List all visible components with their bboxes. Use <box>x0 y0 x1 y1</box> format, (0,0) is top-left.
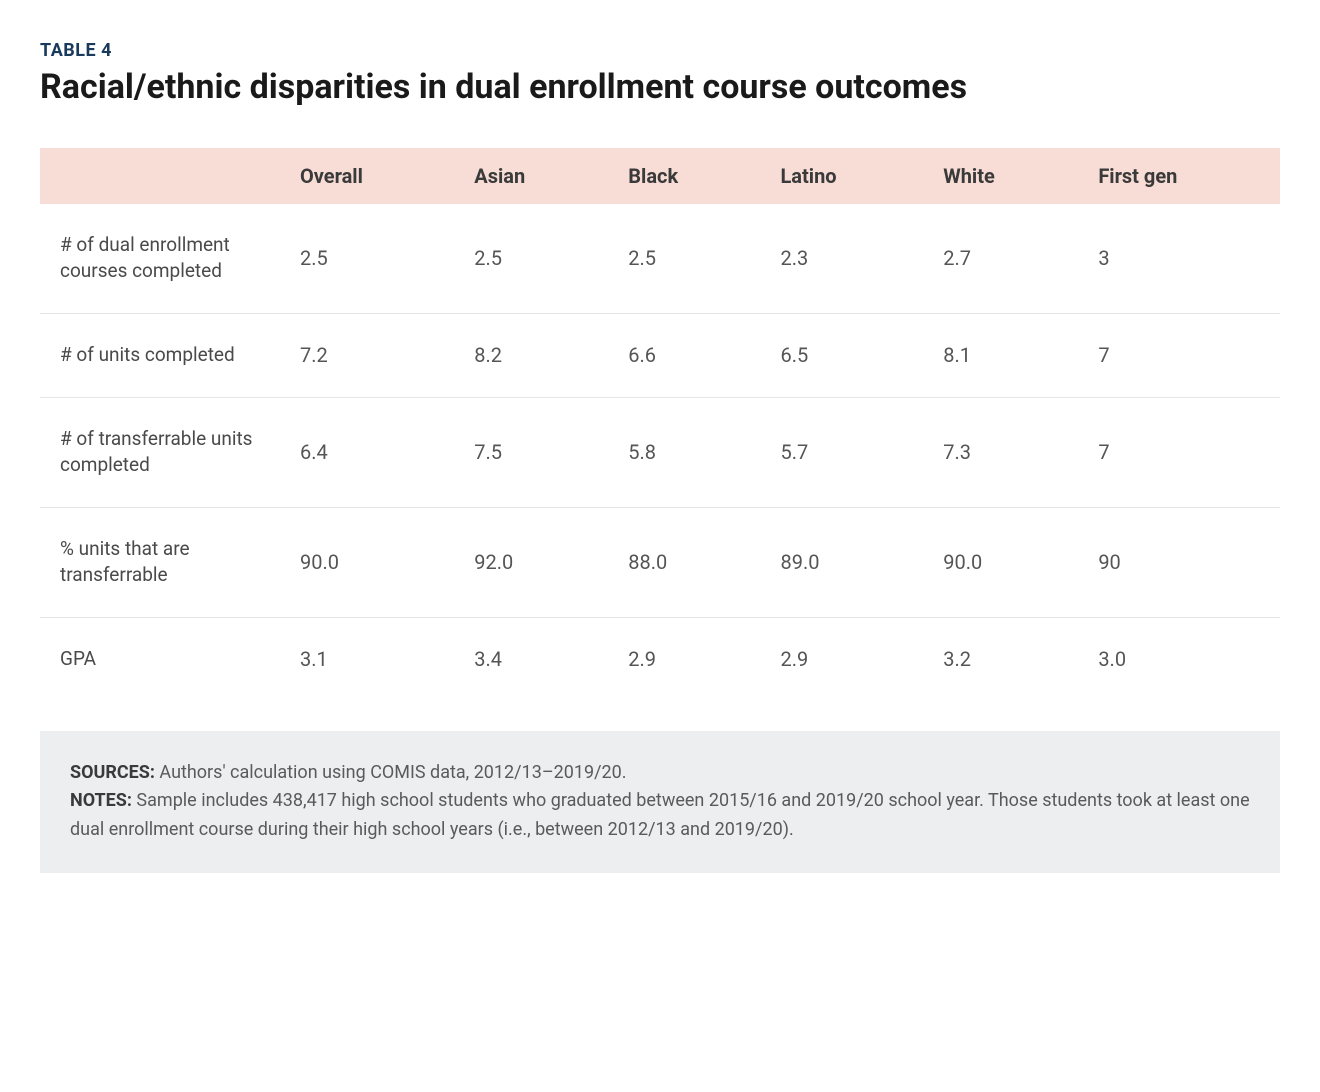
table-container: TABLE 4 Racial/ethnic disparities in dua… <box>40 40 1280 873</box>
table-cell: 90.0 <box>923 507 1078 617</box>
table-header-cell: Asian <box>454 148 608 204</box>
table-header-cell: First gen <box>1078 148 1280 204</box>
table-cell: 7 <box>1078 313 1280 397</box>
table-cell: 8.2 <box>454 313 608 397</box>
table-cell: 2.9 <box>760 617 923 700</box>
table-cell: 7.2 <box>280 313 454 397</box>
table-cell: 7.5 <box>454 397 608 507</box>
table-cell: 2.9 <box>608 617 760 700</box>
notes-line: NOTES: Sample includes 438,417 high scho… <box>70 787 1250 845</box>
table-row: GPA 3.1 3.4 2.9 2.9 3.2 3.0 <box>40 617 1280 700</box>
table-cell: 8.1 <box>923 313 1078 397</box>
row-label: % units that are transferrable <box>40 507 280 617</box>
table-row: # of dual enrollment courses completed 2… <box>40 204 1280 314</box>
table-cell: 3.1 <box>280 617 454 700</box>
table-number-label: TABLE 4 <box>40 40 1280 61</box>
table-row: # of units completed 7.2 8.2 6.6 6.5 8.1… <box>40 313 1280 397</box>
table-cell: 6.4 <box>280 397 454 507</box>
row-label: # of dual enrollment courses completed <box>40 204 280 314</box>
table-cell: 2.5 <box>454 204 608 314</box>
sources-text: Authors' calculation using COMIS data, 2… <box>155 762 627 783</box>
table-cell: 6.6 <box>608 313 760 397</box>
table-header-cell: Black <box>608 148 760 204</box>
sources-label: SOURCES: <box>70 762 155 783</box>
row-label: # of transferrable units completed <box>40 397 280 507</box>
notes-label: NOTES: <box>70 790 132 811</box>
table-cell: 3 <box>1078 204 1280 314</box>
table-row: # of transferrable units completed 6.4 7… <box>40 397 1280 507</box>
table-header-cell: Overall <box>280 148 454 204</box>
table-title: Racial/ethnic disparities in dual enroll… <box>40 67 1280 108</box>
row-label: GPA <box>40 617 280 700</box>
table-cell: 2.3 <box>760 204 923 314</box>
table-cell: 2.7 <box>923 204 1078 314</box>
table-header-cell <box>40 148 280 204</box>
table-cell: 89.0 <box>760 507 923 617</box>
table-cell: 90.0 <box>280 507 454 617</box>
table-header-cell: White <box>923 148 1078 204</box>
table-cell: 5.7 <box>760 397 923 507</box>
table-cell: 5.8 <box>608 397 760 507</box>
table-footer-notes: SOURCES: Authors' calculation using COMI… <box>40 731 1280 873</box>
table-cell: 2.5 <box>280 204 454 314</box>
table-header-cell: Latino <box>760 148 923 204</box>
table-row: % units that are transferrable 90.0 92.0… <box>40 507 1280 617</box>
table-cell: 90 <box>1078 507 1280 617</box>
notes-text: Sample includes 438,417 high school stud… <box>70 790 1250 840</box>
data-table: Overall Asian Black Latino White First g… <box>40 148 1280 701</box>
table-cell: 7 <box>1078 397 1280 507</box>
table-cell: 2.5 <box>608 204 760 314</box>
table-cell: 6.5 <box>760 313 923 397</box>
table-cell: 92.0 <box>454 507 608 617</box>
table-cell: 7.3 <box>923 397 1078 507</box>
sources-line: SOURCES: Authors' calculation using COMI… <box>70 759 1250 788</box>
table-cell: 3.4 <box>454 617 608 700</box>
row-label: # of units completed <box>40 313 280 397</box>
table-cell: 3.2 <box>923 617 1078 700</box>
table-header-row: Overall Asian Black Latino White First g… <box>40 148 1280 204</box>
table-cell: 3.0 <box>1078 617 1280 700</box>
table-cell: 88.0 <box>608 507 760 617</box>
